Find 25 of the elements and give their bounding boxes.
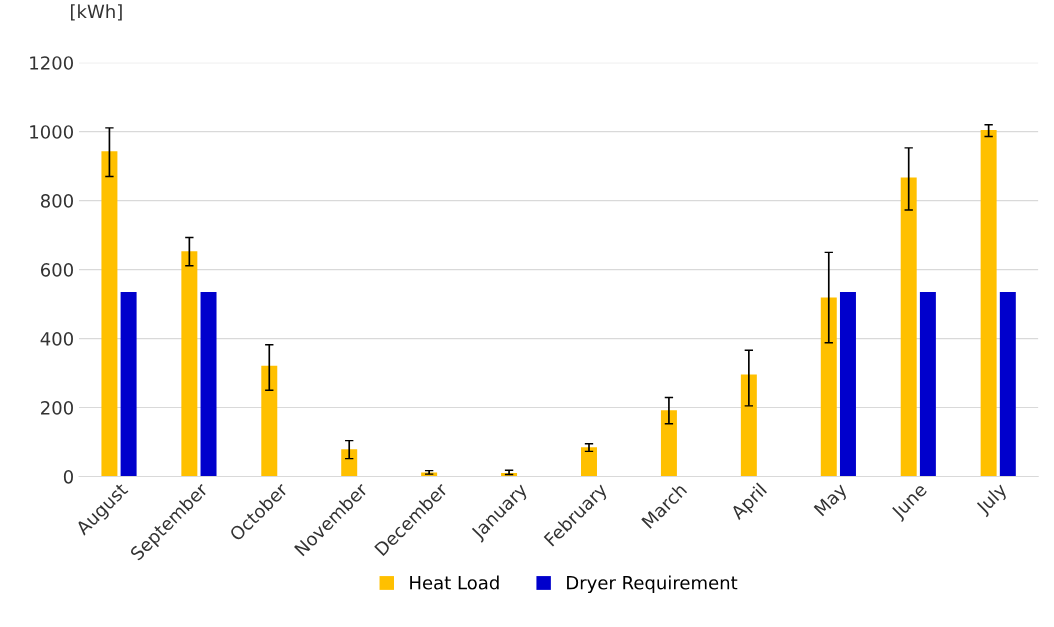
bar: [919, 292, 936, 477]
bar: [900, 177, 917, 477]
bar: [341, 449, 358, 477]
bar: [740, 374, 757, 477]
y-tick-label: 400: [40, 332, 73, 346]
y-tick-label: 1200: [30, 56, 73, 70]
bar: [660, 410, 677, 477]
legend-label: Dryer Requirement: [567, 575, 738, 594]
legend-label: Heat Load: [410, 575, 499, 590]
bar: [200, 292, 217, 477]
bar: [120, 292, 137, 477]
bar: [980, 129, 997, 477]
bar: [261, 365, 278, 477]
y-tick-label: 1000: [30, 125, 73, 139]
y-axis-title: [kWh]: [71, 4, 122, 21]
y-tick-label: 0: [63, 469, 73, 484]
bar: [839, 292, 856, 477]
bar: [820, 297, 837, 477]
y-tick-label: 200: [41, 401, 73, 415]
bar: [101, 151, 118, 477]
y-tick-label: 600: [40, 263, 73, 277]
y-tick-label: 800: [40, 194, 73, 208]
bar: [181, 251, 198, 477]
bar: [581, 447, 597, 477]
bar: [999, 292, 1016, 477]
